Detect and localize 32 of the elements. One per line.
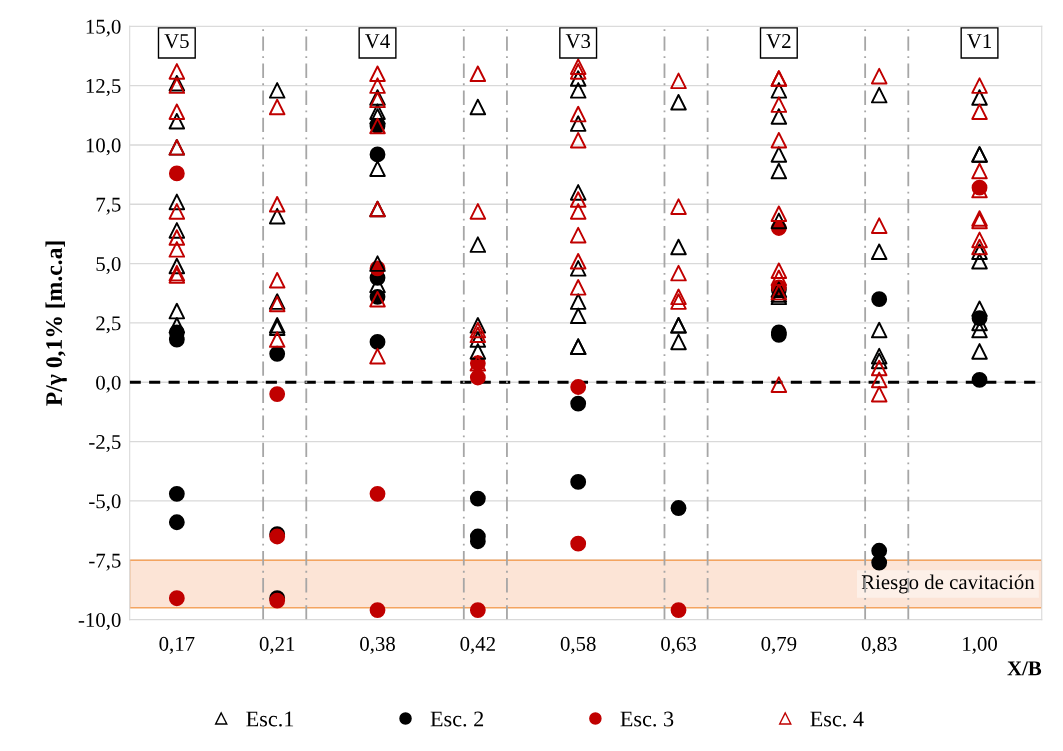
legend-label: Esc. 4 bbox=[810, 711, 864, 727]
y-tick-label: 5,0 bbox=[96, 256, 121, 275]
annotation: V2 bbox=[766, 34, 791, 49]
x-tick-label: 0,17 bbox=[159, 636, 195, 654]
legend-label: Esc. 2 bbox=[430, 711, 484, 727]
y-tick-label: 10,0 bbox=[86, 138, 121, 156]
y-tick-label: 2,5 bbox=[96, 316, 121, 334]
x-tick-label: 1,00 bbox=[963, 636, 997, 654]
y-tick-label: 7,5 bbox=[96, 197, 121, 215]
y-tick-label: -2,5 bbox=[89, 435, 121, 453]
x-tick-label: 0,21 bbox=[259, 636, 295, 654]
y-axis-title: P/γ 0,1% [m.c.a] bbox=[45, 241, 67, 406]
y-tick-label: -5,0 bbox=[89, 494, 121, 512]
annotation: V4 bbox=[365, 34, 390, 49]
x-tick-label: 0,63 bbox=[661, 636, 696, 654]
legend-label: Esc. 3 bbox=[620, 711, 674, 727]
x-tick-label: 0,38 bbox=[360, 636, 395, 654]
annotation: V5 bbox=[164, 34, 189, 49]
y-tick-label: 15,0 bbox=[86, 19, 121, 37]
x-tick-label: 0,79 bbox=[761, 636, 797, 654]
annotation: V3 bbox=[565, 34, 591, 49]
y-tick-label: -10,0 bbox=[78, 612, 121, 631]
x-tick-label: 0,83 bbox=[861, 636, 897, 654]
y-tick-label: -7,5 bbox=[89, 553, 121, 571]
x-axis-title: X/B bbox=[1007, 661, 1042, 676]
band-label: Riesgo de cavitación bbox=[861, 574, 1035, 594]
annotation: V1 bbox=[967, 34, 992, 49]
x-tick-label: 0,42 bbox=[460, 636, 495, 654]
x-tick-label: 0,58 bbox=[560, 636, 596, 654]
y-tick-label: 0,0 bbox=[96, 375, 121, 393]
legend-label: Esc.1 bbox=[246, 711, 294, 727]
y-tick-label: 12,5 bbox=[86, 79, 121, 97]
